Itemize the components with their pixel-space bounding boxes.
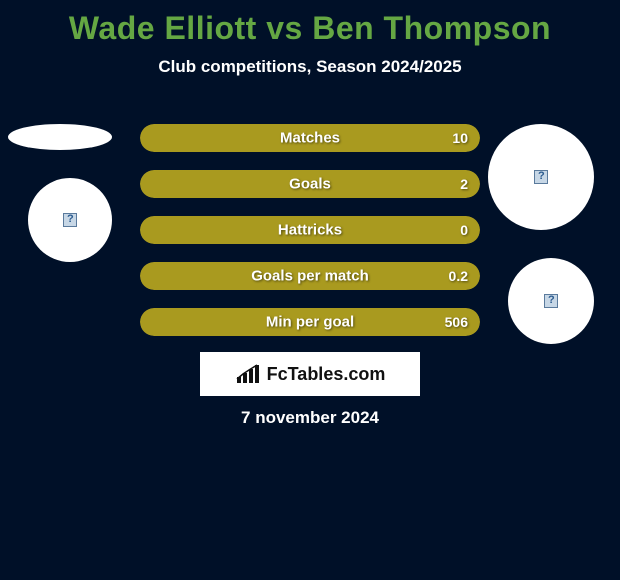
stat-label: Goals per match — [251, 268, 369, 285]
stat-label: Min per goal — [266, 314, 354, 331]
chart-icon — [235, 363, 261, 385]
circle-left — [28, 178, 112, 262]
stat-pill: Goals per match 0.2 — [140, 262, 480, 290]
page-title: Wade Elliott vs Ben Thompson — [0, 0, 620, 47]
page-subtitle: Club competitions, Season 2024/2025 — [0, 57, 620, 77]
missing-image-icon — [544, 294, 558, 308]
watermark: FcTables.com — [200, 352, 420, 396]
stat-value-right: 0 — [460, 222, 468, 238]
stat-pill: Hattricks 0 — [140, 216, 480, 244]
circle-right-bot — [508, 258, 594, 344]
stat-pill: Min per goal 506 — [140, 308, 480, 336]
circle-right-top — [488, 124, 594, 230]
missing-image-icon — [63, 213, 77, 227]
date-label: 7 november 2024 — [0, 408, 620, 428]
stat-label: Hattricks — [278, 222, 342, 239]
missing-image-icon — [534, 170, 548, 184]
stat-pill: Goals 2 — [140, 170, 480, 198]
stat-value-right: 2 — [460, 176, 468, 192]
stat-value-right: 506 — [445, 314, 468, 330]
stats-container: Matches 10 Goals 2 Hattricks 0 Goals per match… — [140, 124, 480, 354]
stat-label: Matches — [280, 130, 340, 147]
watermark-text: FcTables.com — [267, 364, 386, 385]
stat-pill: Matches 10 — [140, 124, 480, 152]
ellipse-top-left — [8, 124, 112, 150]
stat-value-right: 0.2 — [449, 268, 468, 284]
stat-value-right: 10 — [452, 130, 468, 146]
stat-label: Goals — [289, 176, 331, 193]
